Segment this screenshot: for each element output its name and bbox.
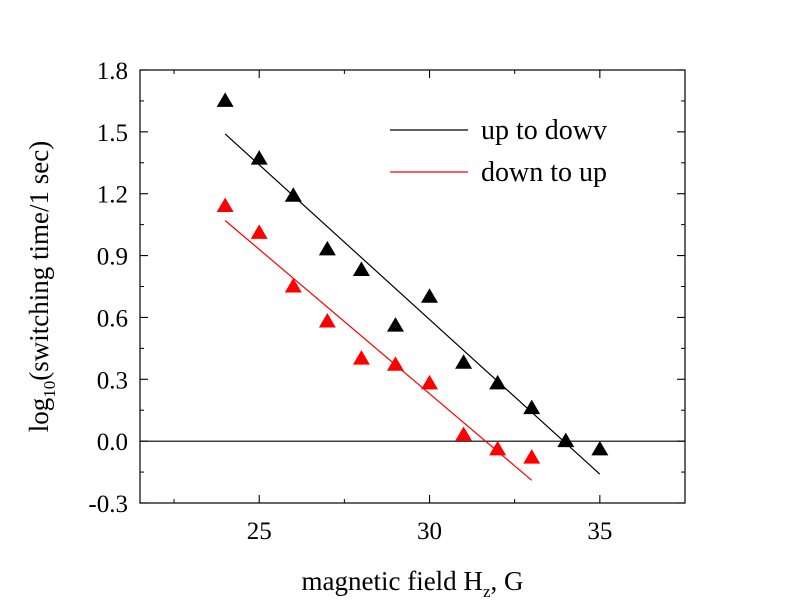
x-axis-title-main: magnetic field H — [302, 566, 483, 596]
point-up-to-dowv — [489, 374, 507, 390]
point-down-to-up — [318, 313, 336, 328]
point-down-to-up — [284, 278, 302, 293]
y-tick-label: 0.9 — [97, 244, 128, 271]
fit-lines — [224, 133, 601, 481]
point-up-to-dowv — [318, 240, 336, 256]
x-axis-title: magnetic field Hz, G — [302, 566, 524, 601]
point-down-to-up — [386, 356, 404, 371]
y-tick-label: 0.0 — [97, 429, 128, 456]
point-down-to-up — [455, 426, 473, 441]
data-points — [216, 92, 609, 464]
legend-label-up-to-dowv: up to dowv — [481, 115, 607, 146]
y-tick-label: 1.5 — [97, 120, 128, 147]
y-axis-title: log10(switching time/1 sec) — [24, 141, 59, 432]
y-axis-title-sub: 10 — [40, 381, 59, 398]
fit-line-up-to-dowv — [224, 133, 601, 475]
point-up-to-dowv — [386, 317, 404, 332]
y-axis-title-tail: (switching time/1 sec) — [24, 141, 54, 381]
point-down-to-up — [216, 197, 234, 213]
x-axis-title-tail: , G — [490, 566, 523, 596]
point-down-to-up — [489, 440, 507, 456]
point-down-to-up — [523, 449, 541, 464]
y-tick-label: 1.8 — [97, 58, 128, 85]
x-tick-label: 30 — [417, 518, 442, 545]
legend: up to dowv down to up — [390, 115, 607, 188]
y-tick-label: -0.3 — [88, 491, 128, 518]
point-up-to-dowv — [352, 261, 370, 276]
point-up-to-dowv — [557, 432, 575, 448]
point-up-to-dowv — [250, 150, 268, 165]
point-up-to-dowv — [216, 92, 234, 107]
point-up-to-dowv — [591, 440, 609, 456]
point-up-to-dowv — [523, 399, 541, 415]
point-up-to-dowv — [455, 354, 473, 369]
fit-line-down-to-up — [224, 220, 533, 481]
y-tick-label: 1.2 — [97, 182, 128, 209]
x-axis-title-sub: z — [483, 582, 491, 601]
x-tick-label: 25 — [247, 518, 272, 545]
y-tick-label: 0.3 — [97, 367, 128, 394]
axis-ticks: 25 30 35 -0.3 0.0 0.3 0.6 0.9 1.2 1.5 1.8 — [88, 58, 686, 545]
point-down-to-up — [352, 350, 370, 365]
point-down-to-up — [421, 374, 439, 390]
legend-label-down-to-up: down to up — [481, 157, 607, 188]
y-axis-title-pre: log — [24, 398, 54, 433]
point-up-to-dowv — [421, 288, 439, 303]
y-tick-label: 0.6 — [97, 305, 128, 332]
point-up-to-dowv — [284, 187, 302, 202]
x-tick-label: 35 — [587, 518, 612, 545]
point-down-to-up — [250, 224, 268, 239]
